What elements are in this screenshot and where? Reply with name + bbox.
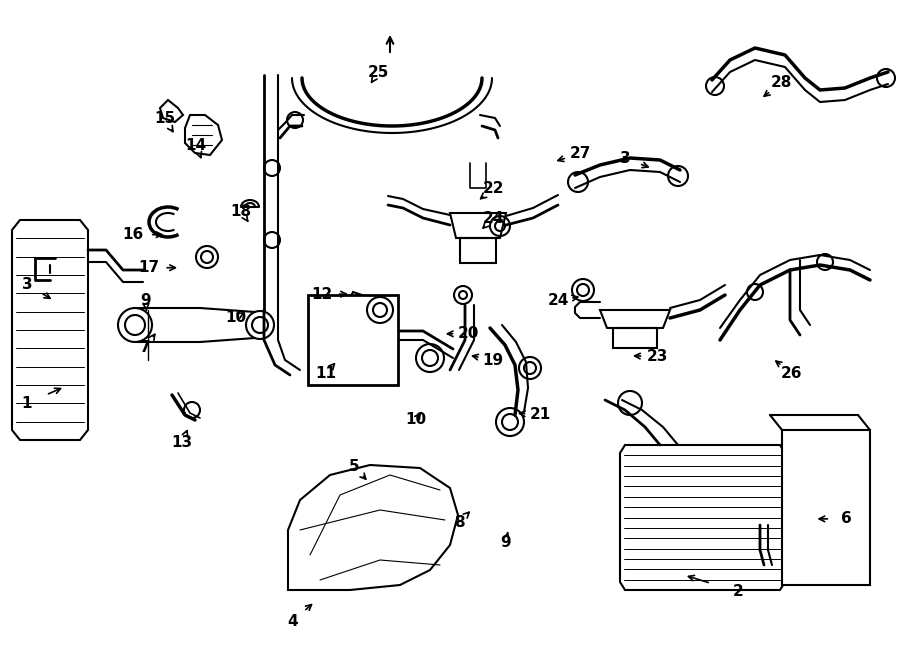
Text: 10: 10 [225, 310, 247, 325]
Text: 3: 3 [22, 277, 32, 292]
Text: 18: 18 [230, 204, 252, 219]
Text: 16: 16 [122, 227, 144, 242]
Text: 6: 6 [841, 512, 851, 526]
Text: 3: 3 [620, 151, 631, 166]
Text: 14: 14 [185, 138, 207, 153]
Text: 22: 22 [482, 181, 504, 196]
Text: 5: 5 [348, 459, 359, 473]
Text: 8: 8 [454, 515, 464, 529]
Text: 10: 10 [405, 412, 427, 427]
Text: 9: 9 [140, 293, 151, 308]
Text: 21: 21 [529, 407, 551, 422]
Text: 9: 9 [500, 535, 511, 549]
Text: 20: 20 [457, 327, 479, 341]
Bar [782, 430, 870, 585]
Text: 27: 27 [570, 146, 591, 161]
Text: 17: 17 [138, 260, 159, 275]
Text: 12: 12 [311, 287, 333, 301]
Text: 19: 19 [482, 353, 504, 368]
Text: 26: 26 [781, 366, 803, 381]
Text: 13: 13 [171, 436, 193, 450]
Bar [308, 295, 398, 385]
Text: 23: 23 [646, 350, 668, 364]
Text: 7: 7 [140, 340, 151, 354]
Text: 2: 2 [733, 584, 743, 599]
Text: 1: 1 [22, 396, 32, 410]
Text: 24: 24 [482, 211, 504, 225]
Text: 4: 4 [287, 614, 298, 629]
Text: 24: 24 [547, 293, 569, 308]
Text: 25: 25 [367, 65, 389, 80]
Text: 11: 11 [315, 366, 337, 381]
Text: 15: 15 [154, 112, 176, 126]
Text: 28: 28 [770, 75, 792, 90]
